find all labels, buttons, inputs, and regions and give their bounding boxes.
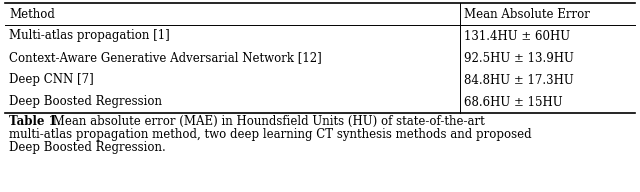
Text: multi-atlas propagation method, two deep learning CT synthesis methods and propo: multi-atlas propagation method, two deep… [9, 128, 532, 141]
Text: Mean absolute error (MAE) in Houndsfield Units (HU) of state-of-the-art: Mean absolute error (MAE) in Houndsfield… [49, 115, 484, 128]
Text: Deep Boosted Regression: Deep Boosted Regression [9, 95, 162, 108]
Text: Table 1.: Table 1. [9, 115, 61, 128]
Text: Context-Aware Generative Adversarial Network [12]: Context-Aware Generative Adversarial Net… [9, 51, 322, 65]
Text: 92.5HU ± 13.9HU: 92.5HU ± 13.9HU [464, 51, 574, 65]
Text: Method: Method [9, 7, 55, 21]
Text: Deep CNN [7]: Deep CNN [7] [9, 74, 93, 87]
Text: 131.4HU ± 60HU: 131.4HU ± 60HU [464, 30, 570, 42]
Text: 84.8HU ± 17.3HU: 84.8HU ± 17.3HU [464, 74, 573, 87]
Text: 68.6HU ± 15HU: 68.6HU ± 15HU [464, 95, 563, 108]
Text: Multi-atlas propagation [1]: Multi-atlas propagation [1] [9, 30, 170, 42]
Text: Deep Boosted Regression.: Deep Boosted Regression. [9, 141, 166, 154]
Text: Mean Absolute Error: Mean Absolute Error [464, 7, 590, 21]
